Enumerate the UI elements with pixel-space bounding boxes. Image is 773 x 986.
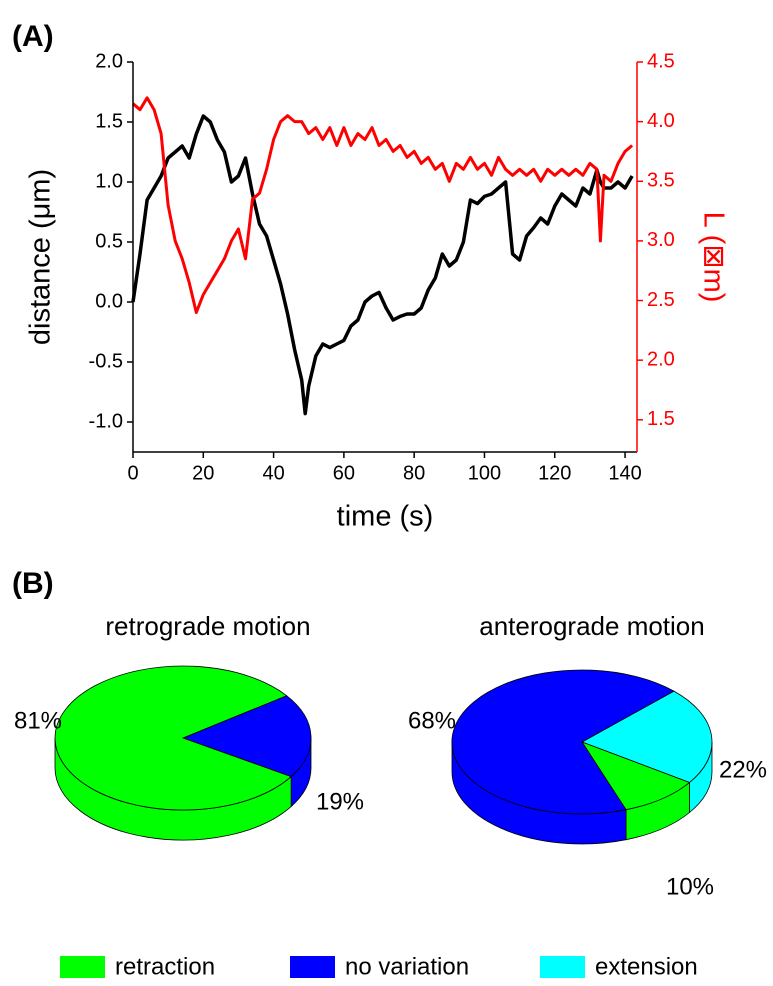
pie-value-label: 10% (666, 873, 714, 900)
line-series (132, 96, 634, 314)
y-tick-label: -1.0 (89, 410, 123, 432)
y-tick-label: -0.5 (89, 350, 123, 372)
y-tick-label: 0.5 (95, 230, 123, 252)
pie-slice (451, 669, 675, 815)
y2-tick-label: 3.0 (647, 229, 675, 251)
legend-label: extension (595, 953, 698, 980)
pie-title: anterograde motion (479, 611, 704, 641)
x-tick-label: 80 (403, 462, 425, 484)
panel-label: (B) (12, 567, 54, 600)
pie-slice (181, 695, 312, 778)
y-axis-label: distance (μm) (25, 169, 57, 345)
pie-slice (54, 665, 292, 811)
x-tick-label: 140 (608, 462, 641, 484)
pie-slice (581, 690, 713, 783)
panel-label: (A) (12, 20, 54, 53)
pie-slice (581, 741, 691, 811)
y2-tick-label: 2.5 (647, 289, 675, 311)
y-tick-label: 2.0 (95, 50, 123, 72)
y2-axis-label: L (⊠m) (697, 212, 729, 303)
legend-label: no variation (345, 953, 469, 980)
legend-swatch (540, 956, 585, 978)
y2-tick-label: 4.5 (647, 50, 675, 72)
y2-tick-label: 2.0 (647, 348, 675, 370)
x-tick-label: 120 (538, 462, 571, 484)
y-tick-label: 1.5 (95, 110, 123, 132)
legend-swatch (60, 956, 105, 978)
x-axis-label: time (s) (337, 501, 434, 533)
x-tick-label: 60 (333, 462, 355, 484)
pie-value-label: 68% (408, 707, 456, 734)
x-tick-label: 100 (468, 462, 501, 484)
y2-tick-label: 4.0 (647, 110, 675, 132)
line-series (131, 114, 634, 416)
x-tick-label: 20 (192, 462, 214, 484)
x-tick-label: 40 (262, 462, 284, 484)
x-tick-label: 0 (127, 462, 138, 484)
y2-tick-label: 3.5 (647, 170, 675, 192)
y2-tick-label: 1.5 (647, 408, 675, 430)
pie-value-label: 22% (719, 756, 767, 783)
pie-value-label: 81% (14, 707, 62, 734)
y-tick-label: 0.0 (95, 290, 123, 312)
legend-label: retraction (115, 953, 215, 980)
pie-value-label: 19% (316, 788, 364, 815)
pie-title: retrograde motion (105, 611, 310, 641)
y-tick-label: 1.0 (95, 170, 123, 192)
legend-swatch (290, 956, 335, 978)
